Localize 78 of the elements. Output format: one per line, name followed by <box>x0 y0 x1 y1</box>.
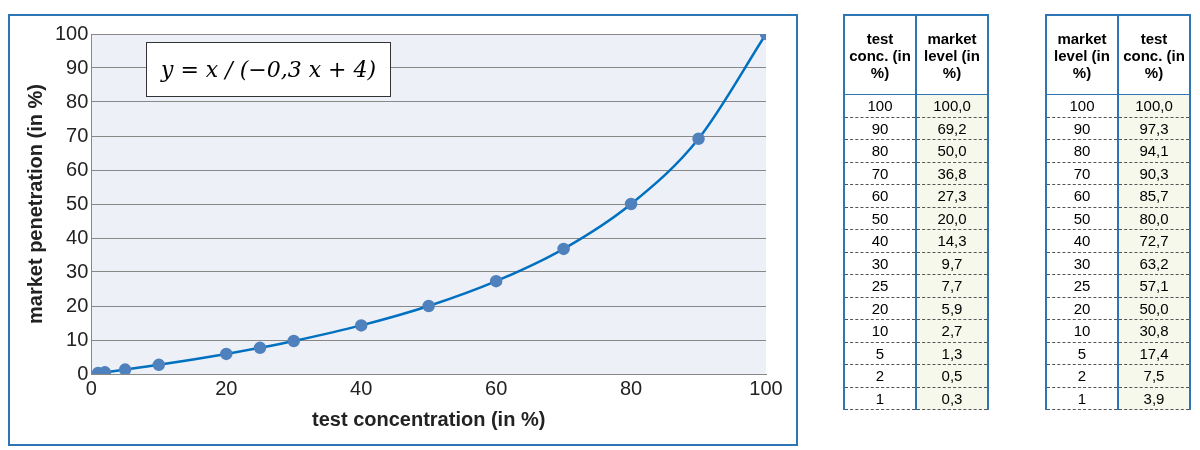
category-label: 1 <box>844 387 916 410</box>
text: 57,1 <box>1139 277 1169 295</box>
text: 27,3 <box>937 187 967 205</box>
y-axis-title: market penetration (in %) <box>23 83 46 325</box>
y-tick-label: 50 <box>66 191 89 214</box>
text: 0,3 <box>941 389 963 407</box>
category-label: 1 <box>1046 387 1118 410</box>
y-tick-label: 40 <box>66 225 89 248</box>
text: 2,7 <box>941 322 963 340</box>
y-tick-label: 100 <box>54 21 89 44</box>
text: 100,0 <box>1135 97 1173 115</box>
category-label: 90 <box>1046 117 1118 140</box>
text: 3,9 <box>1143 389 1165 407</box>
text: 36,8 <box>937 164 967 182</box>
category-label: 2 <box>1046 364 1118 387</box>
category-label: 70 <box>844 162 916 185</box>
text: 14,3 <box>937 232 967 250</box>
text: 72,7 <box>1139 232 1169 250</box>
category-label: 80 <box>844 139 916 162</box>
category-label: 100 <box>844 94 916 117</box>
x-axis-title: test concentration (in %) <box>312 407 546 430</box>
text: 20,0 <box>937 209 967 227</box>
y-tick-label: 30 <box>66 259 89 282</box>
y-tick-label: 70 <box>66 123 89 146</box>
text: 63,2 <box>1139 254 1169 272</box>
y-tick-label: 20 <box>66 293 89 316</box>
category-label: 25 <box>844 274 916 297</box>
text: 1,3 <box>941 344 963 362</box>
text: 17,4 <box>1139 344 1169 362</box>
text: 7,5 <box>1143 367 1165 385</box>
category-label: 50 <box>844 207 916 230</box>
category-label: 40 <box>1046 229 1118 252</box>
text: 94,1 <box>1139 142 1169 160</box>
category-label: 5 <box>844 342 916 365</box>
annotation: y = x / (−0,3 x + 4) <box>146 42 392 97</box>
text: 100,0 <box>933 97 971 115</box>
category-label: 60 <box>1046 184 1118 207</box>
text: 5,9 <box>941 299 963 317</box>
text: 69,2 <box>937 119 967 137</box>
text: 85,7 <box>1139 187 1169 205</box>
text: 80,0 <box>1139 209 1169 227</box>
text: market level (in %) <box>916 15 988 95</box>
text: 9,7 <box>941 254 963 272</box>
y-tick-label: 90 <box>66 55 89 78</box>
text: market level (in %) <box>1046 15 1118 95</box>
category-label: 60 <box>844 184 916 207</box>
text: test conc. (in %) <box>1118 15 1190 95</box>
text: 97,3 <box>1139 119 1169 137</box>
category-label: 70 <box>1046 162 1118 185</box>
category-label: 25 <box>1046 274 1118 297</box>
x-tick-label: 100 <box>749 376 783 399</box>
text: 7,7 <box>941 277 963 295</box>
category-label: 100 <box>1046 94 1118 117</box>
category-label: 30 <box>844 252 916 275</box>
y-tick-label: 80 <box>66 89 89 112</box>
text: 30,8 <box>1139 322 1169 340</box>
category-label: 50 <box>1046 207 1118 230</box>
category-label: 10 <box>844 319 916 342</box>
text: 90,3 <box>1139 164 1169 182</box>
y-tick-label: 10 <box>66 327 89 350</box>
x-tick-label: 60 <box>485 376 508 399</box>
text: 50,0 <box>1139 299 1169 317</box>
category-label: 10 <box>1046 319 1118 342</box>
text: 50,0 <box>937 142 967 160</box>
category-label: 40 <box>844 229 916 252</box>
category-label: 5 <box>1046 342 1118 365</box>
category-label: 2 <box>844 364 916 387</box>
category-label: 90 <box>844 117 916 140</box>
text: test conc. (in %) <box>844 15 916 95</box>
x-tick-label: 40 <box>350 376 373 399</box>
category-label: 30 <box>1046 252 1118 275</box>
text: 0,5 <box>941 367 963 385</box>
x-tick-label: 80 <box>619 376 643 399</box>
x-tick-label: 20 <box>215 376 238 399</box>
category-label: 80 <box>1046 139 1118 162</box>
category-label: 20 <box>1046 297 1118 320</box>
category-label: 20 <box>844 297 916 320</box>
y-tick-label: 60 <box>66 157 89 180</box>
